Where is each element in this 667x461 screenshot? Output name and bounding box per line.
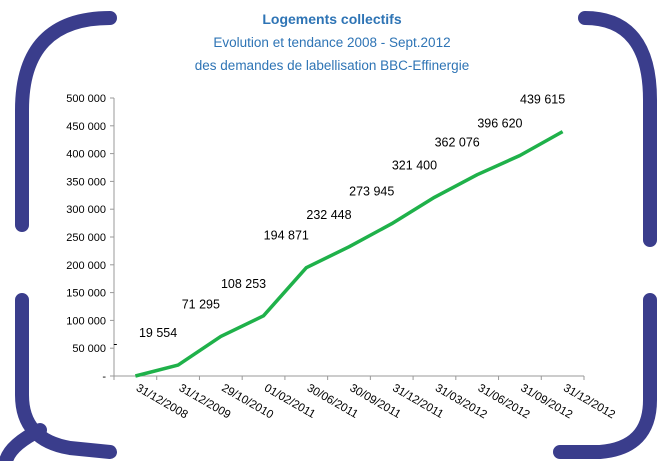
data-label: 439 615 bbox=[520, 93, 565, 107]
y-tick-label: - bbox=[102, 371, 106, 383]
y-tick-label: 100 000 bbox=[66, 315, 106, 327]
bracket-top-right bbox=[578, 11, 657, 247]
frame-decoration bbox=[0, 11, 657, 461]
bracket-bottom-right bbox=[553, 293, 657, 459]
data-label: 71 295 bbox=[182, 297, 220, 311]
data-label: 362 076 bbox=[435, 136, 480, 150]
y-tick-label: 500 000 bbox=[66, 93, 106, 105]
y-tick-label: 400 000 bbox=[66, 149, 106, 161]
y-tick-label: 350 000 bbox=[66, 176, 106, 188]
bracket-corner bbox=[0, 423, 47, 461]
chart-subtitle: Evolution et tendance 2008 - Sept.2012 bbox=[213, 35, 450, 50]
data-label: 396 620 bbox=[477, 116, 522, 130]
data-label: 19 554 bbox=[139, 326, 177, 340]
y-tick-label: 150 000 bbox=[66, 288, 106, 300]
y-tick-label: 450 000 bbox=[66, 121, 106, 133]
data-label: 232 448 bbox=[306, 208, 351, 222]
y-tick-label: 50 000 bbox=[72, 343, 106, 355]
y-tick-label: 300 000 bbox=[66, 204, 106, 216]
data-label: 108 253 bbox=[221, 277, 266, 291]
data-line bbox=[134, 130, 564, 378]
bracket-top-left bbox=[15, 11, 117, 232]
chart-title: Logements collectifs bbox=[262, 11, 401, 27]
data-label: - bbox=[113, 337, 117, 351]
y-tick-label: 200 000 bbox=[66, 260, 106, 272]
chart-subtitle: des demandes de labellisation BBC-Effine… bbox=[195, 58, 469, 73]
data-label: 273 945 bbox=[349, 185, 394, 199]
data-label: 321 400 bbox=[392, 158, 437, 172]
data-label: 194 871 bbox=[264, 229, 309, 243]
y-tick-label: 250 000 bbox=[66, 232, 106, 244]
